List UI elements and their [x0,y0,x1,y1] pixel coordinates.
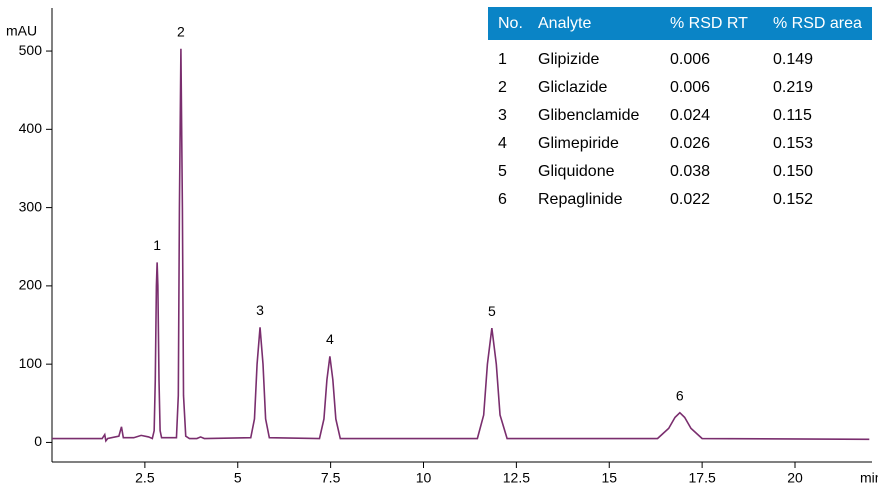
table-cell: 0.115 [773,107,812,124]
table-cell: Repaglinide [538,191,623,208]
y-tick-label: 0 [34,433,42,449]
peak-label: 4 [326,331,334,347]
y-tick-label: 200 [19,277,43,293]
table-cell: 4 [498,135,507,152]
table-cell: 1 [498,51,507,68]
table-header: Analyte [538,15,591,32]
trace [52,48,870,443]
table-cell: 0.150 [773,163,813,180]
table-cell: 0.152 [773,191,813,208]
peak-label: 1 [153,237,161,253]
x-tick-label: 15 [601,470,617,486]
table-cell: 0.022 [670,191,710,208]
y-axis-label: mAU [6,23,37,39]
table-cell: 0.153 [773,135,813,152]
x-tick-label: 7.5 [321,470,341,486]
table-cell: 0.026 [670,135,710,152]
table-cell: 0.149 [773,51,813,68]
x-axis-label: min [860,470,878,486]
peak-label: 6 [676,387,684,403]
x-tick-label: 17.5 [689,470,716,486]
table-cell: Glipizide [538,51,599,68]
table-header-bg [488,7,872,40]
x-tick-label: 10 [416,470,432,486]
table-cell: 0.038 [670,163,710,180]
table-cell: Glimepiride [538,135,619,152]
table-cell: 6 [498,191,507,208]
x-tick-label: 20 [787,470,803,486]
table-cell: Gliquidone [538,163,615,180]
x-tick-label: 5 [234,470,242,486]
peak-label: 2 [177,23,185,39]
table: No. Analyte % RSD RT % RSD area 1 Glipizide 0.… [488,7,872,208]
peak-label: 5 [488,303,496,319]
table-cell: 0.006 [670,51,710,68]
table-cell: 0.024 [670,107,710,124]
table-cell: 2 [498,79,507,96]
table-header: % RSD RT [670,15,748,32]
x-tick-label: 2.5 [135,470,155,486]
table-header: % RSD area [773,15,862,32]
table-cell: Glibenclamide [538,107,639,124]
table-cell: 3 [498,107,507,124]
peak-label: 3 [256,302,264,318]
table-cell: 0.006 [670,79,710,96]
table-cell: Gliclazide [538,79,607,96]
y-tick-label: 400 [19,120,43,136]
y-tick-label: 300 [19,198,43,214]
y-tick-label: 100 [19,355,43,371]
y-tick-label: 500 [19,42,43,58]
x-tick-label: 12.5 [503,470,530,486]
table-cell: 0.219 [773,79,813,96]
table-cell: 5 [498,163,507,180]
table-header: No. [498,15,523,32]
